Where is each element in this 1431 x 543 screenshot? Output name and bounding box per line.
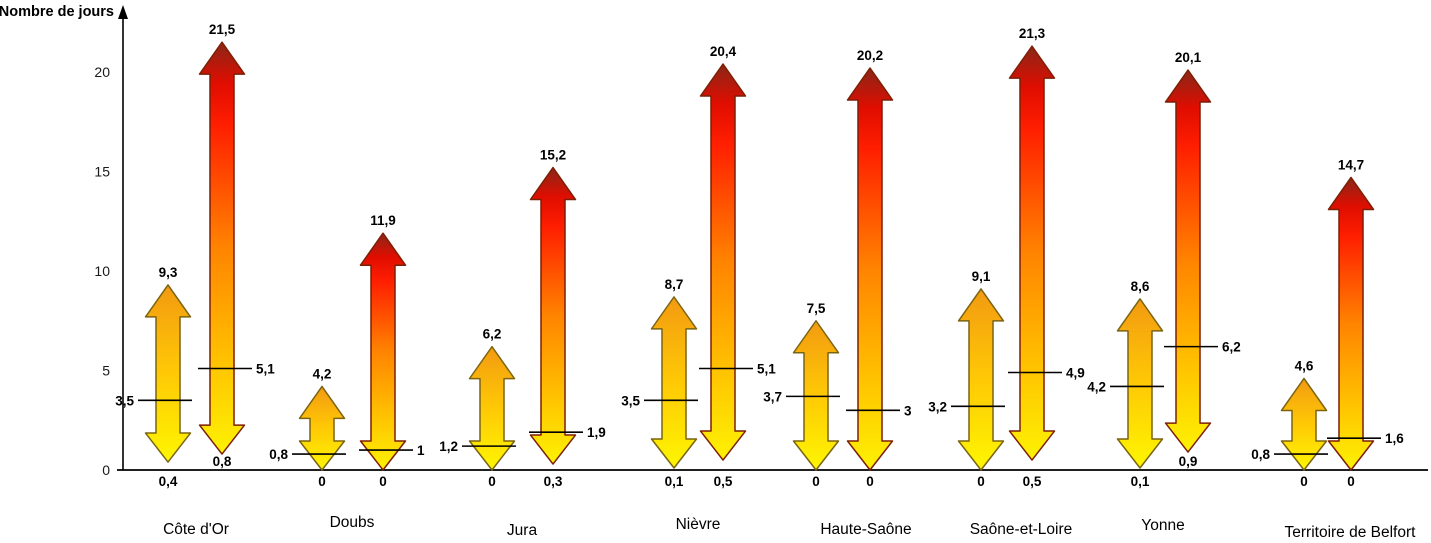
min-value-label: 0,9 (1179, 454, 1198, 469)
mean-value-label: 3 (904, 403, 912, 418)
min-value-label: 0 (1300, 474, 1308, 489)
category-label: Saône-et-Loire (970, 521, 1073, 538)
range-arrow-tall (529, 166, 577, 465)
range-arrow-short (468, 345, 516, 471)
min-value-label: 0 (812, 474, 820, 489)
mean-value-label: 0,8 (269, 447, 288, 462)
y-tick-label: 10 (94, 263, 110, 279)
max-value-label: 9,3 (159, 265, 178, 280)
max-value-label: 15,2 (540, 148, 566, 163)
range-arrow-short (144, 284, 192, 463)
min-value-label: 0,1 (1131, 474, 1150, 489)
min-value-label: 0 (379, 474, 387, 489)
max-value-label: 6,2 (483, 327, 502, 342)
y-axis-arrowhead-icon (118, 5, 128, 19)
mean-value-label: 3,7 (763, 389, 782, 404)
category-label: Yonne (1141, 517, 1184, 534)
range-arrow-short (1116, 298, 1164, 469)
range-arrow-short (298, 385, 346, 471)
min-value-label: 0,1 (665, 474, 684, 489)
y-tick-label: 5 (102, 363, 110, 379)
range-arrow-tall (846, 67, 894, 471)
mean-value-label: 5,1 (757, 362, 776, 377)
mean-value-label: 0,8 (1251, 447, 1270, 462)
mean-value-label: 1,2 (439, 439, 458, 454)
min-value-label: 0,5 (1023, 474, 1042, 489)
mean-value-label: 4,2 (1087, 379, 1106, 394)
max-value-label: 9,1 (972, 269, 991, 284)
mean-value-label: 4,9 (1066, 365, 1085, 380)
category-label: Haute-Saône (820, 521, 911, 538)
y-axis-title: Nombre de jours (0, 4, 114, 20)
max-value-label: 14,7 (1338, 157, 1364, 172)
range-arrow-short (792, 320, 840, 471)
y-tick-label: 20 (94, 64, 110, 80)
min-value-label: 0,4 (159, 474, 178, 489)
min-value-label: 0 (977, 474, 985, 489)
min-value-label: 0 (318, 474, 326, 489)
mean-value-label: 3,2 (928, 399, 947, 414)
range-arrow-tall (1327, 176, 1375, 471)
max-value-label: 21,3 (1019, 26, 1046, 41)
mean-value-label: 3,5 (115, 393, 134, 408)
max-value-label: 20,1 (1175, 50, 1202, 65)
category-label: Territoire de Belfort (1285, 524, 1417, 541)
mean-value-label: 6,2 (1222, 340, 1241, 355)
mean-value-label: 1,6 (1385, 431, 1404, 446)
category-label: Nièvre (676, 516, 721, 533)
mean-value-label: 5,1 (256, 362, 275, 377)
max-value-label: 20,2 (857, 48, 883, 63)
y-tick-label: 15 (94, 164, 110, 180)
range-arrow-tall (1008, 45, 1056, 461)
category-label: Côte d'Or (163, 521, 229, 538)
max-value-label: 4,6 (1295, 358, 1314, 373)
range-arrow-tall (1164, 69, 1212, 453)
max-value-label: 4,2 (313, 366, 332, 381)
min-value-label: 0 (1347, 474, 1355, 489)
max-value-label: 11,9 (370, 213, 396, 228)
range-arrow-short (650, 296, 698, 469)
min-value-label: 0,3 (544, 474, 563, 489)
mean-value-label: 3,5 (621, 393, 640, 408)
range-arrow-tall (359, 232, 407, 471)
category-label: Doubs (330, 514, 375, 531)
max-value-label: 8,7 (665, 277, 684, 292)
category-label: Jura (507, 522, 538, 539)
min-value-label: 0,5 (714, 474, 733, 489)
min-value-label: 0 (488, 474, 496, 489)
mean-value-label: 1,9 (587, 425, 606, 440)
max-value-label: 8,6 (1131, 279, 1150, 294)
range-arrow-short (1280, 377, 1328, 471)
range-arrow-tall (699, 63, 747, 461)
range-arrow-tall (198, 41, 246, 455)
y-tick-label: 0 (102, 462, 110, 478)
range-arrow-short (957, 288, 1005, 471)
min-value-label: 0 (866, 474, 874, 489)
mean-value-label: 1 (417, 443, 425, 458)
max-value-label: 21,5 (209, 22, 236, 37)
max-value-label: 20,4 (710, 44, 737, 59)
min-value-label: 0,8 (213, 454, 232, 469)
max-value-label: 7,5 (807, 301, 826, 316)
